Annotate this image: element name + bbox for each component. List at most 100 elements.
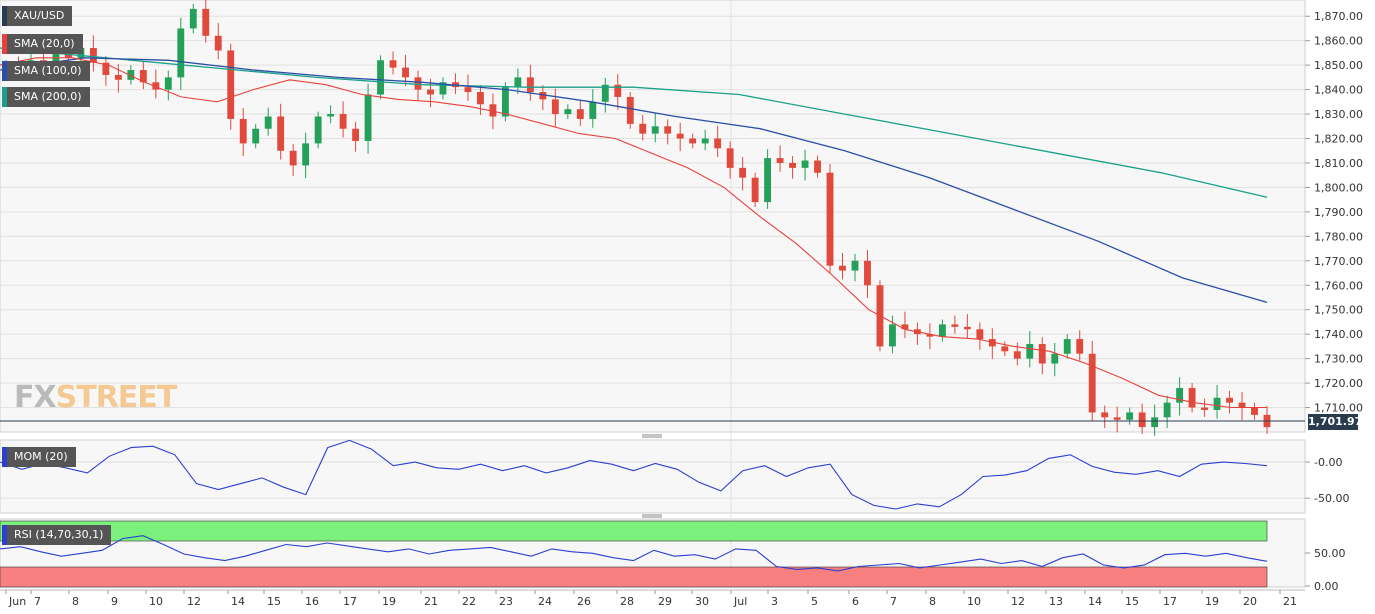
instrument-text: XAU/USD [14,9,65,22]
candle-body [177,28,185,78]
x-tick-label: 12 [1011,595,1025,608]
candle-body [751,177,759,203]
candle-body [214,35,222,51]
candle-body [1226,397,1233,403]
x-tick-label: 20 [1243,595,1257,608]
candle-body [551,99,559,115]
candle-body [676,133,684,139]
x-tick-label: 22 [462,595,476,608]
candle-body [1063,339,1071,354]
rsi-overbought-band [0,520,1268,542]
candle-body [963,326,971,330]
candle-body [901,324,909,330]
candle-body [938,324,946,337]
candle-body [289,150,297,166]
x-tick-label: 21 [424,595,438,608]
price-tick-label: 1,780.00 [1314,230,1363,243]
candle-body [889,324,896,347]
candle-body [489,104,497,117]
x-tick-label: 12 [187,595,201,608]
mom-tick-label: -50.00 [1314,492,1349,505]
candle-body [202,8,210,36]
candle-body [801,160,809,168]
pane-separator-1 [0,514,1305,518]
sma20-label[interactable]: SMA (20,0) [2,34,83,54]
candle-body [1238,402,1246,408]
x-tick-label: 30 [695,595,709,608]
mom-label[interactable]: MOM (20) [2,447,76,467]
mom-line [0,439,1268,510]
x-tick-label: 15 [1125,595,1139,608]
candle-body [851,260,859,271]
candle-body [689,138,697,144]
x-tick-label: 14 [1088,595,1102,608]
rsi-line [0,535,1268,572]
candle-body [726,148,734,168]
candle-body [926,334,934,337]
watermark-fx: FX [14,380,57,415]
price-tick-label: 1,750.00 [1314,304,1363,317]
candle-body [526,77,534,93]
candle-body [1026,343,1034,359]
candle-body [264,116,272,129]
candle-body [701,138,709,144]
candle-body [152,82,160,90]
candle-body [564,109,572,115]
price-tick-label: 1,850.00 [1314,59,1363,72]
last-price-tag: 1,701.97 [1308,414,1363,430]
candle-body [102,62,110,75]
instrument-label[interactable]: XAU/USD [2,6,73,26]
candle-body [1201,407,1209,410]
price-tick-label: 1,810.00 [1314,157,1363,170]
sma200-label[interactable]: SMA (200,0) [2,87,90,107]
candle-body [514,77,522,88]
price-tick-label: 1,860.00 [1314,35,1363,48]
candle-body [252,128,260,144]
candle-body [614,84,622,97]
sma20-swatch [2,34,7,54]
candle-body [1051,353,1059,364]
candle-body [1113,417,1121,420]
x-tick-label: 17 [343,595,357,608]
mom-tick-label: -0.00 [1314,456,1342,469]
candle-body [302,143,310,166]
instrument-swatch [2,6,7,26]
candle-body [477,92,484,105]
x-tick-label: 17 [1163,595,1177,608]
x-tick-label: 10 [967,595,981,608]
candle-body [89,48,97,63]
candle-body [1251,407,1258,415]
x-tick-label: 19 [382,595,396,608]
price-tick-label: 1,760.00 [1314,279,1363,292]
price-tick-label: 1,870.00 [1314,10,1363,23]
candle-body [427,89,434,95]
candle-body [377,60,384,95]
candle-body [352,128,360,141]
rsi-label[interactable]: RSI (14,70,30,1) [2,525,112,545]
candle-body [1151,417,1159,428]
price-tick-label: 1,730.00 [1314,353,1363,366]
price-tick-label: 1,840.00 [1314,84,1363,97]
sma100-line [0,57,1268,304]
candle-body [64,52,72,58]
candle-body [402,67,409,78]
rsi-tick-label: 0.00 [1314,580,1339,593]
x-tick-label: 21 [1283,595,1297,608]
candle-body [327,114,335,117]
candle-body [114,74,122,80]
candle-body [626,96,634,124]
price-tick-label: 1,740.00 [1314,328,1363,341]
candle-body [864,260,871,286]
sma100-label[interactable]: SMA (100,0) [2,61,90,81]
sma200-line [0,47,1268,198]
candle-body [1176,387,1184,403]
sma200-swatch [2,87,7,107]
candle-body [339,114,347,129]
candle-body [227,50,235,119]
x-tick-label: 8 [72,595,79,608]
watermark-street: STREET [55,380,178,415]
x-tick-label: 7 [890,595,897,608]
x-tick-label: 5 [811,595,818,608]
candle-body [414,77,422,90]
